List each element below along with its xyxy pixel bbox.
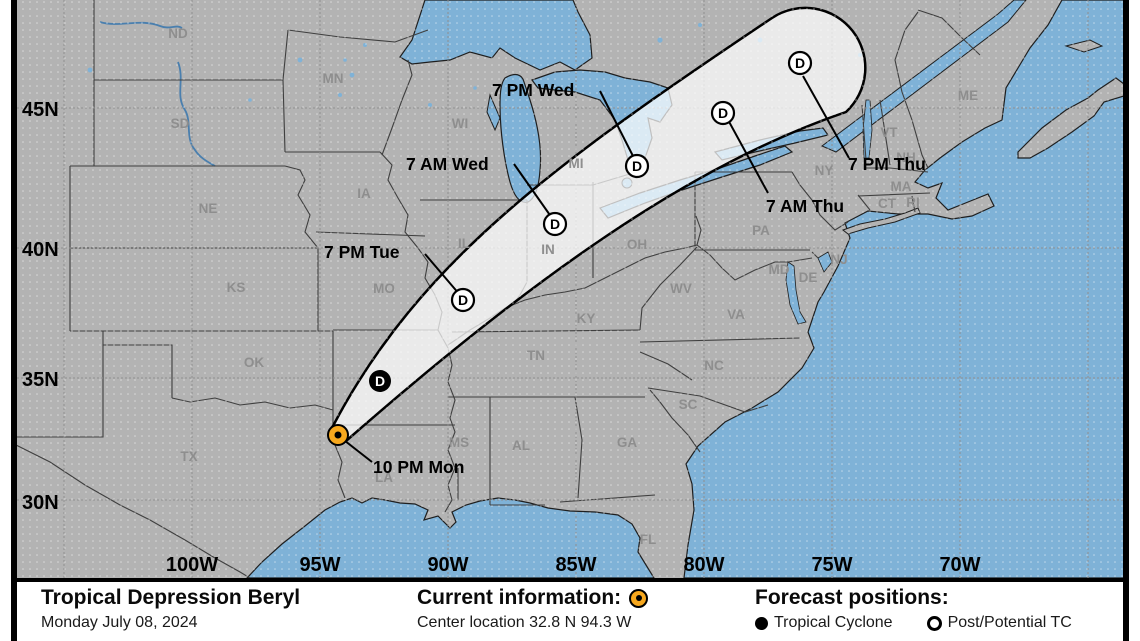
lat-label: 40N — [22, 239, 59, 261]
time-label: 7 PM Tue — [324, 242, 400, 262]
latitude-labels: 45N 40N 35N 30N — [22, 99, 59, 514]
post-potential-marker: D — [787, 50, 813, 76]
state-label: IA — [357, 186, 371, 201]
svg-text:D: D — [795, 55, 805, 71]
tropical-cyclone-icon — [755, 616, 768, 630]
lat-label: 45N — [22, 99, 59, 121]
lon-label: 90W — [427, 554, 468, 576]
state-label: OH — [627, 237, 647, 252]
state-label: VA — [727, 307, 745, 322]
time-label: 7 PM Thu — [848, 154, 926, 174]
state-label: AL — [512, 438, 530, 453]
state-label: SD — [171, 116, 190, 131]
storm-info-section: Tropical Depression Beryl Monday July 08… — [41, 585, 300, 634]
legend-post-potential: Post/Potential TC — [947, 614, 1072, 631]
state-label: RI — [906, 195, 920, 210]
frame-right — [1123, 0, 1129, 641]
state-label: TN — [527, 348, 545, 363]
state-label: WV — [670, 281, 692, 296]
state-labels: ND SD MN WI MI IA NE IL IN OH MO KS KY T… — [168, 26, 978, 547]
state-label: MI — [569, 156, 584, 171]
lon-label: 70W — [939, 554, 980, 576]
state-label: NH — [896, 150, 916, 165]
frame-left — [11, 0, 17, 641]
state-label: DE — [799, 270, 818, 285]
state-label: KS — [227, 280, 246, 295]
svg-text:D: D — [458, 292, 468, 308]
legend-tropical-cyclone: Tropical Cyclone — [774, 614, 893, 631]
state-label: MD — [769, 262, 790, 277]
state-label: ME — [958, 88, 978, 103]
post-potential-marker: D — [542, 211, 568, 237]
state-label: CT — [878, 196, 897, 211]
state-label: IL — [458, 236, 470, 251]
state-label: GA — [617, 435, 638, 450]
current-position-icon — [629, 588, 649, 608]
state-label: IN — [541, 242, 555, 257]
svg-text:D: D — [718, 105, 728, 121]
state-label: NJ — [830, 252, 847, 267]
forecast-track-map: ND SD MN WI MI IA NE IL IN OH MO KS KY T… — [17, 0, 1123, 578]
state-label: NY — [815, 163, 834, 178]
tropical-cyclone-marker: D — [369, 370, 391, 392]
state-label: MS — [449, 435, 469, 450]
storm-date: Monday July 08, 2024 — [41, 614, 198, 631]
lon-label: 80W — [683, 554, 724, 576]
state-label: SC — [679, 397, 698, 412]
storm-title: Tropical Depression Beryl — [41, 586, 301, 609]
state-label: MA — [891, 179, 912, 194]
time-label: 7 AM Thu — [766, 196, 844, 216]
state-label: NC — [704, 358, 724, 373]
time-label: 7 PM Wed — [492, 80, 574, 100]
svg-text:D: D — [550, 216, 560, 232]
lon-label: 100W — [166, 554, 218, 576]
svg-text:D: D — [632, 158, 642, 174]
longitude-labels: 100W 95W 90W 85W 80W 75W 70W — [166, 554, 981, 576]
state-label: WI — [452, 116, 469, 131]
current-position-marker — [327, 424, 349, 446]
post-potential-marker: D — [450, 287, 476, 313]
state-label: TX — [180, 449, 197, 464]
label-leader-lines — [339, 75, 850, 463]
lat-label: 35N — [22, 369, 59, 391]
state-label: KY — [577, 311, 596, 326]
current-info-heading: Current information: — [417, 586, 622, 609]
svg-text:D: D — [375, 373, 385, 389]
time-label: 10 PM Mon — [373, 457, 464, 477]
time-labels: 10 PM Mon 7 PM Tue 7 AM Wed 7 PM Wed 7 A… — [324, 80, 926, 477]
lon-label: 95W — [299, 554, 340, 576]
center-location: Center location 32.8 N 94.3 W — [417, 614, 632, 631]
post-potential-icon — [926, 615, 942, 631]
forecast-legend-section: Forecast positions: Tropical Cyclone Pos… — [755, 585, 1072, 634]
info-bar: Tropical Depression Beryl Monday July 08… — [17, 582, 1123, 641]
state-label: VT — [880, 125, 898, 140]
state-label: FL — [640, 532, 657, 547]
state-label: MN — [323, 71, 344, 86]
time-label: 7 AM Wed — [406, 154, 489, 174]
map-svg: ND SD MN WI MI IA NE IL IN OH MO KS KY T… — [17, 0, 1123, 578]
lon-label: 75W — [811, 554, 852, 576]
current-info-section: Current information: Center location 32.… — [417, 585, 649, 634]
state-label: MO — [373, 281, 395, 296]
stipple-texture — [17, 0, 1123, 578]
map-infobar-divider — [11, 578, 1129, 582]
state-label: OK — [244, 355, 265, 370]
forecast-position-markers: D D D D D D — [327, 50, 813, 446]
state-label: LA — [375, 470, 393, 485]
forecast-heading: Forecast positions: — [755, 586, 949, 609]
post-potential-marker: D — [710, 100, 736, 126]
post-potential-marker: D — [624, 153, 650, 179]
lat-label: 30N — [22, 492, 59, 514]
state-label: ND — [168, 26, 188, 41]
state-label: NE — [199, 201, 218, 216]
lon-label: 85W — [555, 554, 596, 576]
state-label: PA — [752, 223, 770, 238]
